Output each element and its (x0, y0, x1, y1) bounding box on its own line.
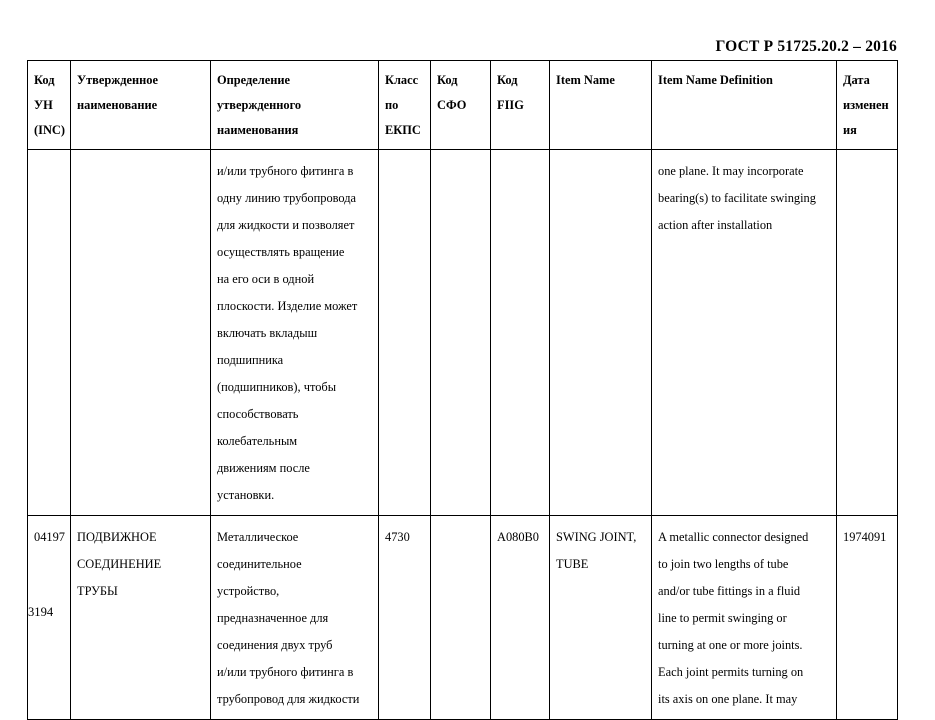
cell-text-line: bearing(s) to facilitate swinging (658, 191, 816, 205)
table-cell-ekps: 4730 (378, 515, 431, 720)
table-cell-fiig (490, 149, 550, 516)
cell-text-line: TUBE (556, 557, 589, 571)
cell-text-line: action after installation (658, 218, 773, 232)
column-header-line: изменен (843, 98, 889, 112)
cell-text-line: its axis on one plane. It may (658, 692, 798, 706)
column-header-line: УН (34, 98, 53, 112)
column-header-ekps: Класс по ЕКПС (378, 60, 431, 150)
cell-text-line: СОЕДИНЕНИЕ (77, 557, 162, 571)
cell-text-line: ПОДВИЖНОЕ (77, 530, 157, 544)
table-cell-def: Металлическое соединительное устройство, пр… (210, 515, 379, 720)
cell-text-line: движениям после (217, 461, 310, 475)
nomenclature-table: Код УН (INC) Утвержденное наименование Опре… (27, 60, 898, 720)
cell-text-line: соединения двух труб (217, 638, 333, 652)
cell-text-line: устройство, (217, 584, 280, 598)
cell-text-line: предназначенное для (217, 611, 329, 625)
cell-text-line: трубопровод для жидкости (217, 692, 360, 706)
column-header-line: Определение (217, 73, 291, 87)
column-header-fiig: Код FIIG (490, 60, 550, 150)
table-cell-ekps (378, 149, 431, 516)
column-header-def: Определение утвержденного наименования (210, 60, 379, 150)
table-cell-fiig: A080B0 (490, 515, 550, 720)
table-cell-iname (549, 149, 652, 516)
table-row: и/или трубного фитинга в одну линию трубо… (27, 149, 898, 516)
column-header-line: Дата (843, 73, 870, 87)
column-header-line: утвержденного (217, 98, 302, 112)
cell-text-line: способствовать (217, 407, 299, 421)
cell-text-line: (подшипников), чтобы (217, 380, 337, 394)
table-body: и/или трубного фитинга в одну линию трубо… (27, 149, 898, 720)
cell-text-line: и/или трубного фитинга в (217, 164, 354, 178)
document-page: ГОСТ Р 51725.20.2 – 2016 Код УН (INC) Утве… (27, 38, 898, 720)
column-header-line: Код (437, 73, 458, 87)
cell-text-line: плоскости. Изделие может (217, 299, 358, 313)
cell-text-line: и/или трубного фитинга в (217, 665, 354, 679)
table-cell-sfo (430, 515, 491, 720)
cell-text-line: одну линию трубопровода (217, 191, 357, 205)
cell-text-line: to join two lengths of tube (658, 557, 789, 571)
column-header-line: Item Name (556, 73, 615, 87)
column-header-inc: Код УН (INC) (27, 60, 71, 150)
cell-text-line: SWING JOINT, (556, 530, 637, 544)
cell-text-line: соединительное (217, 557, 302, 571)
column-header-line: (INC) (34, 123, 65, 137)
cell-text-line: Металлическое (217, 530, 299, 544)
cell-text-line: колебательным (217, 434, 298, 448)
table-cell-idef: one plane. It may incorporate bearing(s) … (651, 149, 837, 516)
cell-text-line: включать вкладыш (217, 326, 318, 340)
cell-text-line: для жидкости и позволяет (217, 218, 355, 232)
cell-text-line: 1974091 (843, 530, 887, 544)
cell-text-line: one plane. It may incorporate (658, 164, 804, 178)
table-row: 04197 ПОДВИЖНОЕ СОЕДИНЕНИЕ ТРУБЫ Металлическ… (27, 515, 898, 720)
column-header-line: ия (843, 123, 857, 137)
cell-text-line: Each joint permits turning on (658, 665, 804, 679)
column-header-line: по (385, 98, 399, 112)
column-header-line: FIIG (497, 98, 524, 112)
column-header-line: наименования (217, 123, 299, 137)
cell-text-line: A080B0 (497, 530, 539, 544)
cell-text-line: ТРУБЫ (77, 584, 118, 598)
column-header-date: Дата изменен ия (836, 60, 898, 150)
cell-text-line: подшипника (217, 353, 284, 367)
cell-text-line: на его оси в одной (217, 272, 315, 286)
column-header-name: Утвержденное наименование (70, 60, 211, 150)
column-header-item-name: Item Name (549, 60, 652, 150)
cell-text-line: and/or tube fittings in a fluid (658, 584, 801, 598)
column-header-line: СФО (437, 98, 467, 112)
cell-text-line: line to permit swinging or (658, 611, 787, 625)
table-cell-sfo (430, 149, 491, 516)
table-cell-name: ПОДВИЖНОЕ СОЕДИНЕНИЕ ТРУБЫ (70, 515, 211, 720)
column-header-line: Код (497, 73, 518, 87)
table-cell-idef: A metallic connector designed to join two… (651, 515, 837, 720)
column-header-line: Item Name Definition (658, 73, 773, 87)
table-cell-iname: SWING JOINT, TUBE (549, 515, 652, 720)
column-header-sfo: Код СФО (430, 60, 491, 150)
cell-text-line: A metallic connector designed (658, 530, 809, 544)
table-cell-name (70, 149, 211, 516)
page-number: 3194 (28, 605, 54, 619)
cell-text-line: 4730 (385, 530, 410, 544)
table-cell-date: 1974091 (836, 515, 898, 720)
table-cell-date (836, 149, 898, 516)
cell-text-line: turning at one or more joints. (658, 638, 803, 652)
cell-text-line: 04197 (34, 530, 65, 544)
table-cell-inc (27, 149, 71, 516)
column-header-line: наименование (77, 98, 158, 112)
cell-text-line: установки. (217, 488, 275, 502)
column-header-item-name-definition: Item Name Definition (651, 60, 837, 150)
cell-text-line: осуществлять вращение (217, 245, 345, 259)
table-cell-def: и/или трубного фитинга в одну линию трубо… (210, 149, 379, 516)
column-header-line: Код (34, 73, 55, 87)
column-header-line: Класс (385, 73, 419, 87)
table-header-row: Код УН (INC) Утвержденное наименование Опре… (27, 60, 898, 150)
column-header-line: Утвержденное (77, 73, 158, 87)
standard-header: ГОСТ Р 51725.20.2 – 2016 (715, 38, 897, 55)
column-header-line: ЕКПС (385, 123, 421, 137)
